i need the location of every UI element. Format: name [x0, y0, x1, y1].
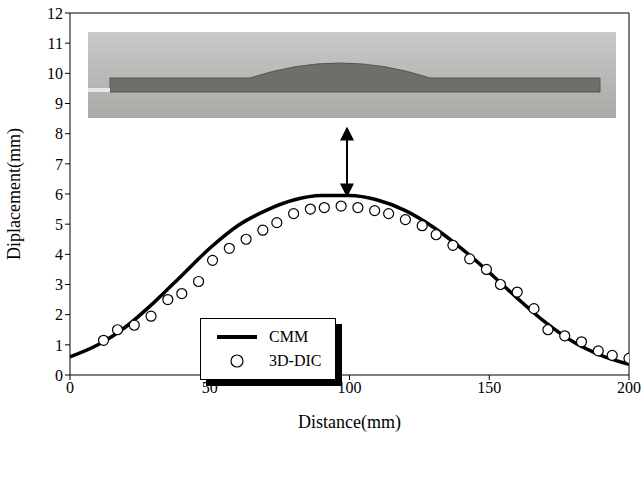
svg-text:2: 2: [55, 306, 63, 323]
svg-text:0: 0: [55, 367, 63, 384]
svg-text:50: 50: [202, 379, 218, 396]
svg-text:200: 200: [617, 379, 641, 396]
svg-text:7: 7: [55, 156, 63, 173]
svg-text:100: 100: [338, 379, 362, 396]
svg-text:0: 0: [66, 379, 74, 396]
svg-text:Distance(mm): Distance(mm): [298, 412, 401, 433]
svg-text:4: 4: [55, 246, 63, 263]
html-text:3D-DIC: 3D-DIC: [269, 352, 322, 369]
svg-text:10: 10: [47, 65, 63, 82]
svg-text:11: 11: [48, 35, 63, 52]
svg-text:1: 1: [55, 337, 63, 354]
svg-text:8: 8: [55, 125, 63, 142]
html-text:CMM: CMM: [269, 328, 309, 345]
svg-text:3: 3: [55, 276, 63, 293]
svg-text:9: 9: [55, 95, 63, 112]
svg-text:Diplacement(mm): Diplacement(mm): [4, 128, 25, 260]
svg-text:6: 6: [55, 186, 63, 203]
svg-text:12: 12: [47, 5, 63, 22]
svg-text:150: 150: [477, 379, 501, 396]
svg-text:5: 5: [55, 216, 63, 233]
